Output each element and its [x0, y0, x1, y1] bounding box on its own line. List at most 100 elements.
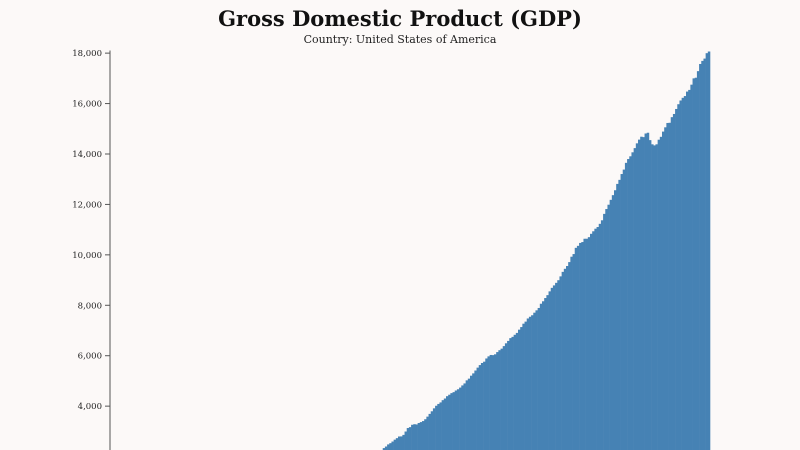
bar[interactable]: [653, 145, 656, 450]
bar[interactable]: [696, 71, 700, 450]
bar[interactable]: [404, 431, 408, 450]
bar[interactable]: [646, 132, 650, 450]
bar[interactable]: [439, 402, 442, 450]
bar[interactable]: [576, 245, 580, 450]
bar[interactable]: [450, 393, 453, 450]
bar[interactable]: [539, 303, 543, 450]
bar[interactable]: [603, 213, 606, 450]
bar[interactable]: [686, 91, 689, 450]
bar[interactable]: [587, 237, 591, 450]
bar[interactable]: [424, 419, 427, 450]
bar[interactable]: [520, 327, 523, 450]
bar[interactable]: [528, 316, 532, 450]
bar[interactable]: [592, 231, 595, 450]
bar[interactable]: [664, 127, 667, 450]
bar[interactable]: [522, 323, 525, 450]
bar[interactable]: [459, 387, 462, 450]
bar[interactable]: [609, 199, 613, 450]
bar[interactable]: [598, 223, 602, 450]
bar[interactable]: [583, 238, 586, 450]
bar[interactable]: [574, 247, 578, 450]
bar[interactable]: [648, 140, 652, 450]
bar[interactable]: [417, 423, 421, 450]
bar[interactable]: [483, 361, 486, 450]
bar[interactable]: [544, 298, 547, 450]
bar[interactable]: [542, 301, 545, 450]
bar[interactable]: [480, 362, 484, 450]
bar[interactable]: [631, 152, 634, 450]
bar[interactable]: [470, 375, 473, 450]
bar[interactable]: [581, 242, 584, 450]
bar[interactable]: [620, 174, 624, 450]
bar[interactable]: [552, 285, 556, 450]
bar[interactable]: [596, 227, 600, 450]
bar[interactable]: [454, 390, 458, 450]
bar[interactable]: [461, 385, 464, 450]
bar[interactable]: [568, 262, 571, 450]
bar[interactable]: [504, 343, 508, 450]
bar[interactable]: [640, 136, 643, 450]
bar[interactable]: [478, 365, 482, 450]
bar[interactable]: [642, 137, 645, 450]
bar[interactable]: [570, 256, 573, 450]
bar[interactable]: [494, 354, 497, 450]
bar[interactable]: [432, 408, 436, 450]
bar[interactable]: [491, 355, 495, 450]
bar[interactable]: [456, 389, 460, 450]
bar[interactable]: [408, 427, 412, 450]
bar[interactable]: [707, 51, 711, 450]
bar[interactable]: [498, 350, 501, 450]
bar[interactable]: [428, 413, 432, 450]
bar[interactable]: [406, 428, 410, 450]
bar[interactable]: [666, 122, 669, 450]
bar[interactable]: [415, 424, 418, 450]
bar[interactable]: [533, 312, 536, 450]
bar[interactable]: [509, 338, 512, 450]
bar[interactable]: [703, 58, 706, 450]
bar[interactable]: [524, 321, 528, 450]
bar[interactable]: [467, 378, 471, 450]
bar[interactable]: [559, 276, 562, 450]
bar[interactable]: [426, 416, 429, 450]
bar[interactable]: [441, 400, 445, 450]
bar[interactable]: [389, 443, 392, 450]
bar[interactable]: [489, 354, 493, 450]
bar[interactable]: [627, 159, 630, 450]
bar[interactable]: [402, 434, 405, 450]
bar[interactable]: [443, 398, 447, 450]
bar[interactable]: [555, 282, 558, 450]
bar[interactable]: [382, 448, 386, 450]
bar[interactable]: [694, 77, 698, 450]
bar[interactable]: [618, 179, 621, 450]
bar[interactable]: [688, 89, 691, 450]
bar[interactable]: [563, 268, 567, 450]
bar[interactable]: [590, 233, 593, 450]
bar[interactable]: [413, 424, 416, 450]
bar[interactable]: [633, 148, 637, 450]
bar[interactable]: [419, 422, 423, 450]
bar[interactable]: [400, 436, 403, 450]
bar[interactable]: [395, 438, 399, 450]
bar[interactable]: [557, 280, 560, 450]
bar[interactable]: [672, 113, 676, 450]
bar[interactable]: [474, 370, 477, 450]
bar[interactable]: [463, 383, 466, 450]
bar[interactable]: [668, 122, 672, 450]
bar[interactable]: [430, 411, 434, 450]
bar[interactable]: [677, 104, 680, 450]
bar[interactable]: [446, 396, 449, 450]
bar[interactable]: [699, 63, 702, 450]
bar[interactable]: [659, 136, 663, 450]
bar[interactable]: [452, 392, 456, 450]
bar[interactable]: [622, 169, 626, 450]
bar[interactable]: [511, 336, 514, 450]
bar[interactable]: [629, 156, 632, 450]
bar[interactable]: [638, 139, 641, 450]
bar[interactable]: [496, 352, 499, 450]
bar[interactable]: [572, 254, 576, 450]
bar[interactable]: [600, 220, 604, 450]
bar[interactable]: [662, 131, 665, 450]
bar[interactable]: [585, 238, 589, 450]
bar[interactable]: [594, 228, 597, 450]
bar[interactable]: [550, 287, 554, 450]
